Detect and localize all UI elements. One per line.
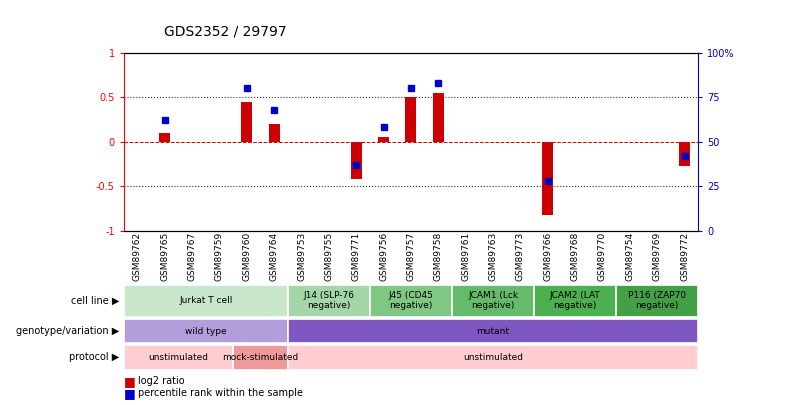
Text: log2 ratio: log2 ratio [138, 376, 184, 386]
Text: cell line ▶: cell line ▶ [71, 296, 120, 306]
Text: J45 (CD45
negative): J45 (CD45 negative) [389, 291, 433, 310]
Bar [160, 133, 170, 142]
Text: P116 (ZAP70
negative): P116 (ZAP70 negative) [628, 291, 686, 310]
Text: GSM89762: GSM89762 [133, 232, 142, 281]
Bar [534, 285, 616, 317]
Text: GSM89763: GSM89763 [488, 232, 497, 281]
Text: GSM89761: GSM89761 [461, 232, 470, 281]
Text: GSM89754: GSM89754 [626, 232, 634, 281]
Text: GSM89770: GSM89770 [598, 232, 607, 281]
Bar [269, 124, 279, 142]
Text: GSM89753: GSM89753 [297, 232, 306, 281]
Text: GSM89767: GSM89767 [188, 232, 196, 281]
Text: GSM89765: GSM89765 [160, 232, 169, 281]
Text: ■: ■ [124, 387, 136, 400]
Text: GSM89771: GSM89771 [352, 232, 361, 281]
Text: unstimulated: unstimulated [463, 353, 523, 362]
Text: GSM89768: GSM89768 [571, 232, 579, 281]
Text: unstimulated: unstimulated [148, 353, 208, 362]
Bar [124, 319, 288, 343]
Bar [288, 285, 370, 317]
Text: GSM89764: GSM89764 [270, 232, 279, 281]
Bar [351, 142, 361, 179]
Bar [433, 93, 444, 142]
Bar [124, 345, 233, 370]
Text: GDS2352 / 29797: GDS2352 / 29797 [164, 24, 286, 38]
Text: GSM89756: GSM89756 [379, 232, 388, 281]
Text: GSM89760: GSM89760 [243, 232, 251, 281]
Bar [288, 319, 698, 343]
Text: protocol ▶: protocol ▶ [69, 352, 120, 362]
Bar [405, 97, 417, 142]
Text: GSM89773: GSM89773 [516, 232, 525, 281]
Text: GSM89772: GSM89772 [680, 232, 689, 281]
Bar [233, 345, 288, 370]
Bar [616, 285, 698, 317]
Bar [124, 285, 288, 317]
Bar [452, 285, 534, 317]
Text: JCAM2 (LAT
negative): JCAM2 (LAT negative) [550, 291, 601, 310]
Text: genotype/variation ▶: genotype/variation ▶ [17, 326, 120, 336]
Text: mutant: mutant [476, 326, 510, 336]
Text: ■: ■ [124, 375, 136, 388]
Bar [241, 102, 252, 142]
Text: GSM89755: GSM89755 [325, 232, 334, 281]
Text: GSM89766: GSM89766 [543, 232, 552, 281]
Bar [370, 285, 452, 317]
Text: GSM89758: GSM89758 [434, 232, 443, 281]
Text: J14 (SLP-76
negative): J14 (SLP-76 negative) [303, 291, 354, 310]
Text: JCAM1 (Lck
negative): JCAM1 (Lck negative) [468, 291, 518, 310]
Text: mock-stimulated: mock-stimulated [223, 353, 298, 362]
Bar [288, 345, 698, 370]
Text: GSM89759: GSM89759 [215, 232, 224, 281]
Bar [679, 142, 690, 166]
Text: Jurkat T cell: Jurkat T cell [179, 296, 232, 305]
Text: GSM89769: GSM89769 [653, 232, 662, 281]
Text: percentile rank within the sample: percentile rank within the sample [138, 388, 303, 399]
Text: GSM89757: GSM89757 [406, 232, 416, 281]
Bar [378, 137, 389, 142]
Bar [543, 142, 553, 215]
Text: wild type: wild type [185, 326, 227, 336]
